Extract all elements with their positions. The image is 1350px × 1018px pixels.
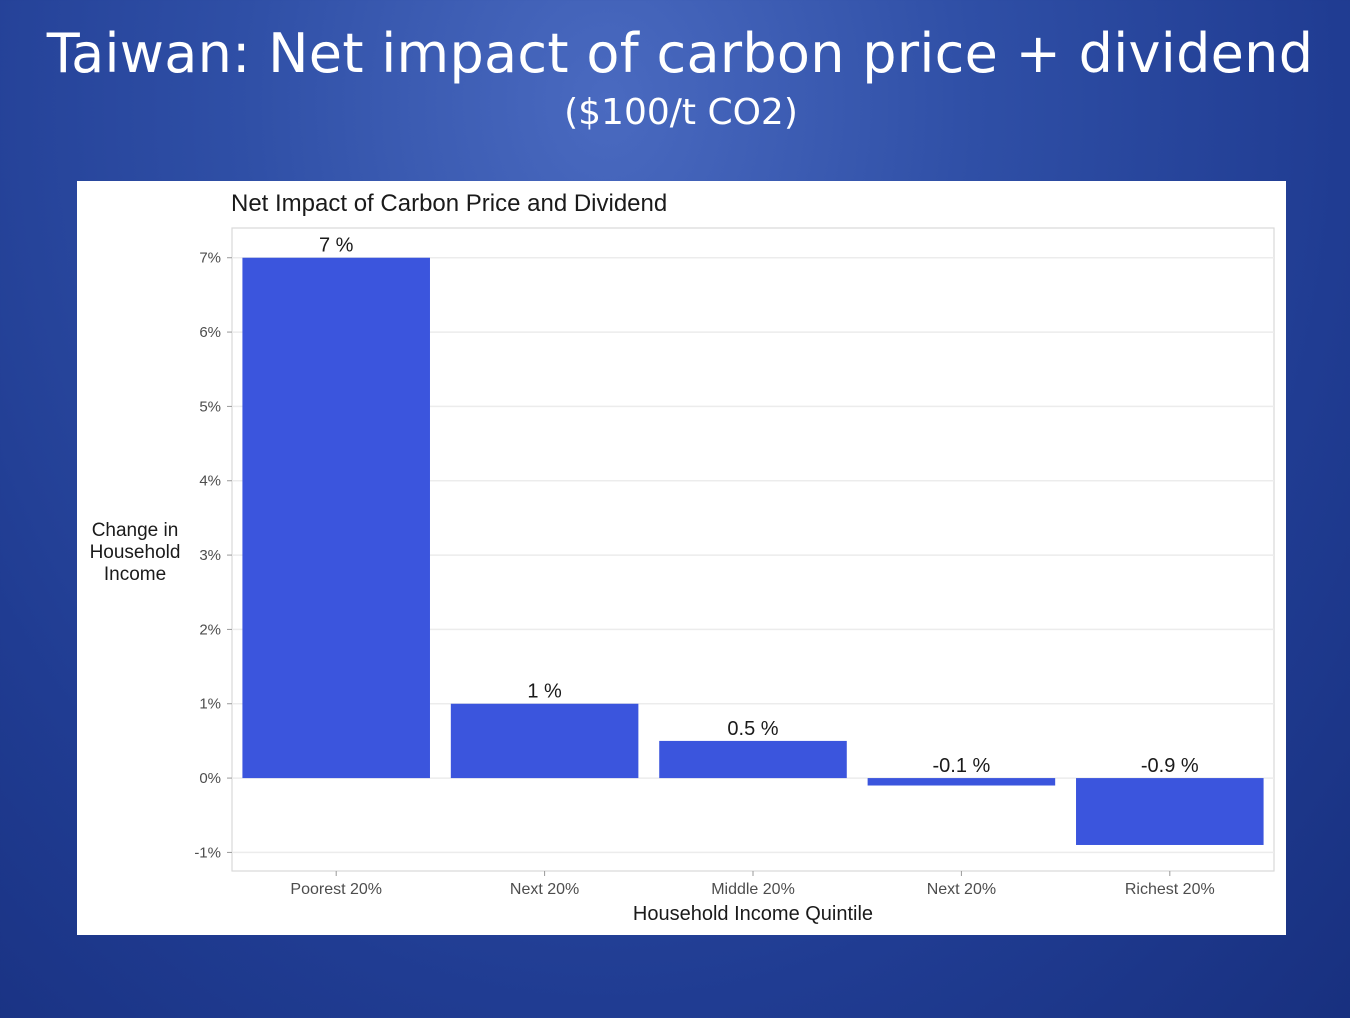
chart-title: Net Impact of Carbon Price and Dividend: [231, 190, 667, 217]
y-tick-label: 0%: [199, 770, 221, 787]
x-tick-label: Middle 20%: [711, 881, 795, 898]
bar: [867, 778, 1056, 786]
x-tick-label: Poorest 20%: [290, 881, 382, 898]
slide-title: Taiwan: Net impact of carbon price + div…: [46, 22, 1314, 85]
y-axis-label-line: Household: [90, 542, 181, 563]
x-tick-label: Richest 20%: [1125, 881, 1215, 898]
y-axis-label-line: Change in: [92, 520, 179, 541]
y-tick-label: 5%: [199, 398, 221, 415]
y-axis-ticks: -1% 0% 1% 2% 3% 4% 5% 6% 7%: [194, 250, 232, 861]
y-tick-label: 6%: [199, 324, 221, 341]
slide-subtitle: ($100/t CO2): [564, 92, 798, 133]
bar: [659, 740, 847, 779]
chart-panel: Net Impact of Carbon Price and Dividend …: [77, 181, 1286, 935]
y-tick-label: 4%: [199, 473, 221, 490]
bar-value-label: -0.9 %: [1141, 755, 1199, 777]
bar: [242, 257, 430, 779]
bar: [450, 703, 639, 779]
bar-value-label: 1 %: [527, 681, 562, 703]
bar-value-label: 0.5 %: [727, 718, 778, 740]
x-tick-label: Next 20%: [510, 881, 579, 898]
y-tick-label: 7%: [199, 250, 221, 267]
bar-value-label: -0.1 %: [932, 755, 990, 777]
bar-chart: Net Impact of Carbon Price and Dividend …: [90, 190, 1275, 925]
x-tick-label: Next 20%: [927, 881, 996, 898]
y-tick-label: 3%: [199, 547, 221, 564]
bar-value-label: 7 %: [319, 235, 354, 257]
x-axis-label: Household Income Quintile: [633, 903, 873, 925]
bar: [1076, 778, 1264, 845]
x-axis-ticks: Poorest 20% Next 20% Middle 20% Next 20% Ric…: [290, 871, 1215, 898]
y-tick-label: 1%: [199, 696, 221, 713]
y-tick-label: -1%: [194, 844, 221, 861]
y-tick-label: 2%: [199, 621, 221, 638]
y-axis-label-line: Income: [104, 564, 166, 585]
bars: 7 % 1 % 0.5 % -0.1 % -0.9 %: [242, 235, 1264, 845]
